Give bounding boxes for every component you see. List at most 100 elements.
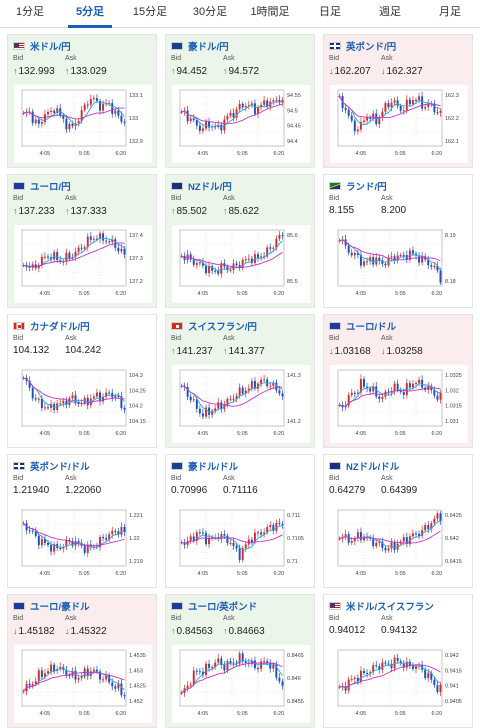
mini-candlestick-chart[interactable]: 1.0325 1.032 1.0315 1.031 4:05 5:05 6:20 (330, 365, 468, 443)
pair-name-link[interactable]: ランド/円 (346, 182, 387, 193)
mini-candlestick-chart[interactable]: 8.19 8.18 4:05 5:05 6:20 (330, 225, 468, 303)
rate-card[interactable]: 英ポンド/ドル Bid Ask 1.21940 1.22060 1.221 1.22 1.21… (7, 454, 157, 588)
tab-3[interactable]: 15分足 (132, 6, 168, 18)
candle-body (37, 119, 40, 124)
rate-card[interactable]: スイスフラン/円 Bid Ask ↑141.237 ↑141.377 141.3 141.2… (165, 314, 315, 448)
x-tick-label: 5:05 (79, 711, 90, 717)
tab-8[interactable]: 月足 (439, 6, 461, 18)
candle-body (37, 670, 40, 682)
mini-candlestick-chart[interactable]: 1.221 1.22 1.219 4:05 5:05 6:20 (14, 505, 152, 583)
candle-body (28, 380, 31, 388)
pair-name-link[interactable]: NZドル/ドル (346, 462, 400, 473)
bid-price: 8.155 (329, 204, 381, 218)
price-row: 1.21940 1.22060 (13, 484, 151, 498)
rate-card[interactable]: ユーロ/円 Bid Ask ↑137.233 ↑137.333 137.4 137.3 137… (7, 174, 157, 308)
mini-candlestick-chart[interactable]: 0.942 0.9415 0.941 0.9405 4:05 5:05 6:20 (330, 645, 468, 723)
candle-body (62, 400, 65, 404)
candle-body (198, 408, 201, 414)
x-tick-label: 4:05 (198, 151, 209, 157)
candle-body (372, 386, 375, 392)
pair-name-link[interactable]: 豪ドル/円 (188, 42, 229, 53)
ask-label: Ask (65, 615, 77, 622)
x-tick-label: 5:05 (237, 571, 248, 577)
rate-card[interactable]: ユーロ/豪ドル Bid Ask ↓1.45182 ↓1.45322 1.4535 1.453… (7, 594, 157, 728)
rate-card[interactable]: NZドル/円 Bid Ask ↑85.502 ↑85.622 85.6 85.5 4:05 5:… (165, 174, 315, 308)
candle-body (195, 399, 198, 409)
rate-card[interactable]: 豪ドル/ドル Bid Ask 0.70996 0.71116 0.711 0.7105 0.7… (165, 454, 315, 588)
candle-body (281, 234, 284, 236)
timeframe-tabs: 1分足 5分足 15分足 30分足 1時間足 日足 週足 月足 (0, 0, 480, 28)
bid-value: 162.207 (334, 66, 371, 77)
candle-body (244, 259, 247, 261)
candle-body (347, 109, 350, 116)
y-tick-label: 0.8465 (287, 653, 304, 659)
rate-card[interactable]: NZドル/ドル Bid Ask 0.64279 0.64399 0.6425 0.642 0.… (323, 454, 473, 588)
pair-name-link[interactable]: 米ドル/スイスフラン (346, 602, 434, 613)
x-tick-label: 4:05 (356, 291, 367, 297)
candle-body (77, 247, 80, 252)
pair-name-link[interactable]: ユーロ/ドル (346, 322, 397, 333)
candle-body (192, 536, 195, 541)
pair-name-link[interactable]: 米ドル/円 (30, 42, 71, 53)
mini-candlestick-chart[interactable]: 141.3 141.2 4:05 5:05 6:20 (172, 365, 310, 443)
rate-card[interactable]: 英ポンド/円 Bid Ask ↓162.207 ↓162.327 162.3 162.2 16… (323, 34, 473, 168)
candle-body (86, 397, 89, 406)
candle-body (272, 382, 275, 386)
pair-name-link[interactable]: NZドル/円 (188, 182, 232, 193)
bid-label: Bid (329, 475, 340, 482)
candle-body (278, 677, 281, 682)
pair-name-link[interactable]: 豪ドル/ドル (188, 462, 239, 473)
mini-candlestick-chart[interactable]: 104.3 104.25 104.2 104.15 4:05 5:05 6:20 (14, 365, 152, 443)
bid-value: 1.21940 (13, 485, 50, 496)
pair-name-link[interactable]: 英ポンド/ドル (30, 462, 90, 473)
tab-4[interactable]: 30分足 (192, 6, 228, 18)
x-tick-label: 6:20 (273, 291, 284, 297)
tab-7[interactable]: 週足 (379, 6, 401, 18)
rate-card[interactable]: ユーロ/英ポンド Bid Ask ↑0.84563 ↑0.84663 0.8465 0.84… (165, 594, 315, 728)
candle-body (62, 115, 65, 119)
pair-name-link[interactable]: ユーロ/豪ドル (30, 602, 90, 613)
mini-candlestick-chart[interactable]: 0.8465 0.846 0.8455 4:05 5:05 6:20 (172, 645, 310, 723)
candle-body (430, 672, 433, 680)
mini-candlestick-chart[interactable]: 1.4535 1.453 1.4525 1.452 4:05 5:05 6:20 (14, 645, 152, 723)
pair-name-link[interactable]: スイスフラン/円 (188, 322, 257, 333)
mini-candlestick-chart[interactable]: 85.6 85.5 4:05 5:05 6:20 (172, 225, 310, 303)
candle-body (47, 256, 49, 258)
pair-name-link[interactable]: ユーロ/円 (30, 182, 71, 193)
ask-value: 162.327 (386, 66, 423, 77)
pair-name-link[interactable]: ユーロ/英ポンド (188, 602, 258, 613)
candle-body (263, 256, 266, 258)
candle-body (99, 671, 101, 680)
candle-body (366, 261, 369, 263)
mini-candlestick-chart[interactable]: 0.711 0.7105 0.71 4:05 5:05 6:20 (172, 505, 310, 583)
tab-6[interactable]: 日足 (319, 6, 341, 18)
candle-body (402, 255, 405, 257)
mini-candlestick-chart[interactable]: 137.4 137.3 137.2 4:05 5:05 6:20 (14, 225, 152, 303)
candle-body (436, 395, 439, 400)
candle-body (180, 111, 183, 113)
tab-2[interactable]: 5分足 (60, 0, 120, 28)
mini-candlestick-chart[interactable]: 94.55 94.5 94.45 94.4 4:05 5:05 6:20 (172, 85, 310, 163)
candle-body (353, 538, 356, 542)
candle-body (359, 532, 362, 541)
rate-card[interactable]: 米ドル/円 Bid Ask ↑132.993 ↑133.029 133.1 133 132.9… (7, 34, 157, 168)
tab-5[interactable]: 1時間足 (250, 6, 290, 18)
mini-candlestick-chart[interactable]: 162.3 162.2 162.1 4:05 5:05 6:20 (330, 85, 468, 163)
mini-candlestick-chart[interactable]: 0.6425 0.642 0.6415 4:05 5:05 6:20 (330, 505, 468, 583)
x-tick-label: 6:20 (115, 711, 126, 717)
tab-1[interactable]: 1分足 (15, 6, 45, 18)
rate-card[interactable]: 豪ドル/円 Bid Ask ↑94.452 ↑94.572 94.55 94.5 94.45 9… (165, 34, 315, 168)
rate-card[interactable]: ランド/円 Bid Ask 8.155 8.200 8.19 8.18 4:05 5:05 6:2… (323, 174, 473, 308)
candle-body (120, 248, 123, 252)
mini-candlestick-chart[interactable]: 133.1 133 132.9 4:05 5:05 6:20 (14, 85, 152, 163)
ask-value: 137.333 (70, 206, 107, 217)
rate-card[interactable]: ユーロ/ドル Bid Ask ↓1.03168 ↓1.03258 1.0325 1.032 1… (323, 314, 473, 448)
pair-name-link[interactable]: カナダドル/円 (30, 322, 90, 333)
rate-card[interactable]: 米ドル/スイスフラン Bid Ask 0.94012 0.94132 0.942 0.941… (323, 594, 473, 728)
candle-body (235, 395, 238, 399)
price-row: 0.64279 0.64399 (329, 484, 467, 498)
pair-name-link[interactable]: 英ポンド/円 (346, 42, 397, 53)
rate-card[interactable]: カナダドル/円 Bid Ask 104.132 104.242 104.3 104.25 10… (7, 314, 157, 448)
ask-price: ↓162.327 (381, 64, 423, 78)
candle-body (393, 256, 396, 261)
